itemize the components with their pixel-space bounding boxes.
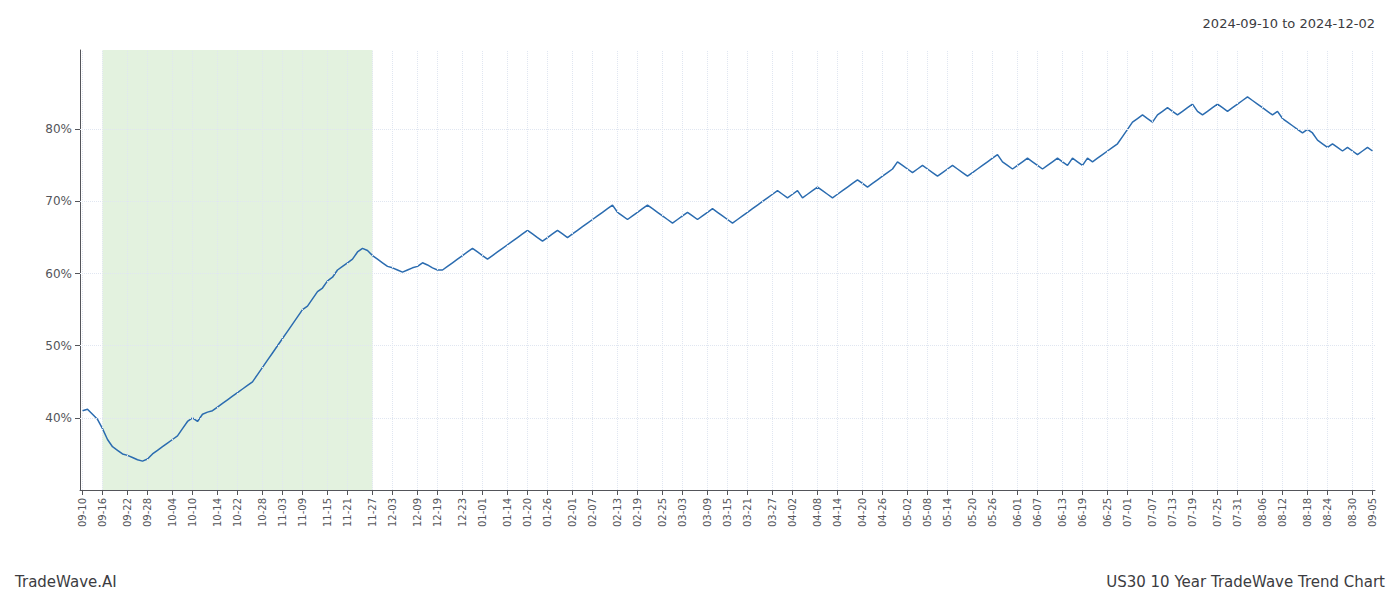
svg-text:04-26: 04-26: [877, 498, 888, 527]
svg-text:07-13: 07-13: [1167, 498, 1178, 527]
svg-text:10-10: 10-10: [187, 498, 198, 527]
svg-text:05-14: 05-14: [942, 498, 953, 527]
svg-text:80%: 80%: [45, 122, 72, 136]
svg-text:10-04: 10-04: [167, 498, 178, 527]
svg-text:08-30: 08-30: [1347, 498, 1358, 527]
svg-text:03-21: 03-21: [742, 498, 753, 527]
svg-text:70%: 70%: [45, 194, 72, 208]
svg-text:07-25: 07-25: [1212, 498, 1223, 527]
svg-text:10-28: 10-28: [257, 498, 268, 527]
svg-text:01-20: 01-20: [522, 498, 533, 527]
svg-text:09-05: 09-05: [1367, 498, 1378, 527]
svg-text:01-26: 01-26: [542, 498, 553, 527]
svg-text:04-02: 04-02: [787, 498, 798, 527]
svg-text:09-10: 09-10: [77, 498, 88, 527]
svg-text:11-03: 11-03: [277, 498, 288, 527]
svg-text:40%: 40%: [45, 411, 72, 425]
svg-text:2024-09-10 to 2024-12-02: 2024-09-10 to 2024-12-02: [1203, 16, 1375, 31]
svg-text:03-27: 03-27: [767, 498, 778, 527]
svg-text:03-15: 03-15: [722, 498, 733, 527]
svg-text:06-13: 06-13: [1057, 498, 1068, 527]
svg-text:02-01: 02-01: [567, 498, 578, 527]
svg-text:05-20: 05-20: [967, 498, 978, 527]
svg-text:60%: 60%: [45, 267, 72, 281]
svg-text:02-19: 02-19: [632, 498, 643, 527]
svg-text:05-08: 05-08: [922, 498, 933, 527]
svg-text:07-31: 07-31: [1232, 498, 1243, 527]
svg-text:12-19: 12-19: [432, 498, 443, 527]
svg-text:11-09: 11-09: [297, 498, 308, 527]
svg-text:10-22: 10-22: [232, 498, 243, 527]
svg-text:04-08: 04-08: [812, 498, 823, 527]
svg-text:11-21: 11-21: [342, 498, 353, 527]
svg-text:04-14: 04-14: [832, 498, 843, 527]
svg-text:11-15: 11-15: [322, 498, 333, 527]
svg-text:11-27: 11-27: [367, 498, 378, 527]
svg-text:01-01: 01-01: [477, 498, 488, 527]
svg-text:05-26: 05-26: [987, 498, 998, 527]
svg-text:08-12: 08-12: [1277, 498, 1288, 527]
svg-text:06-07: 06-07: [1032, 498, 1043, 527]
svg-text:05-02: 05-02: [902, 498, 913, 527]
svg-text:09-28: 09-28: [142, 498, 153, 527]
svg-text:02-25: 02-25: [657, 498, 668, 527]
svg-text:07-01: 07-01: [1122, 498, 1133, 527]
svg-text:06-19: 06-19: [1077, 498, 1088, 527]
svg-text:07-07: 07-07: [1147, 498, 1158, 527]
svg-text:10-14: 10-14: [212, 498, 223, 527]
svg-text:09-22: 09-22: [122, 498, 133, 527]
svg-text:09-16: 09-16: [97, 498, 108, 527]
svg-text:04-20: 04-20: [857, 498, 868, 527]
svg-text:01-14: 01-14: [502, 498, 513, 527]
svg-text:50%: 50%: [45, 339, 72, 353]
svg-text:12-09: 12-09: [412, 498, 423, 527]
svg-text:08-06: 08-06: [1257, 498, 1268, 527]
svg-text:06-25: 06-25: [1102, 498, 1113, 527]
svg-text:12-23: 12-23: [457, 498, 468, 527]
svg-text:US30 10 Year TradeWave Trend C: US30 10 Year TradeWave Trend Chart: [1106, 573, 1385, 591]
svg-text:06-01: 06-01: [1012, 498, 1023, 527]
svg-text:02-13: 02-13: [612, 498, 623, 527]
svg-text:12-03: 12-03: [387, 498, 398, 527]
svg-text:TradeWave.AI: TradeWave.AI: [14, 573, 117, 591]
svg-text:08-18: 08-18: [1302, 498, 1313, 527]
svg-text:02-07: 02-07: [587, 498, 598, 527]
svg-text:07-19: 07-19: [1187, 498, 1198, 527]
svg-text:03-09: 03-09: [702, 498, 713, 527]
svg-text:08-24: 08-24: [1322, 498, 1333, 527]
svg-text:03-03: 03-03: [677, 498, 688, 527]
